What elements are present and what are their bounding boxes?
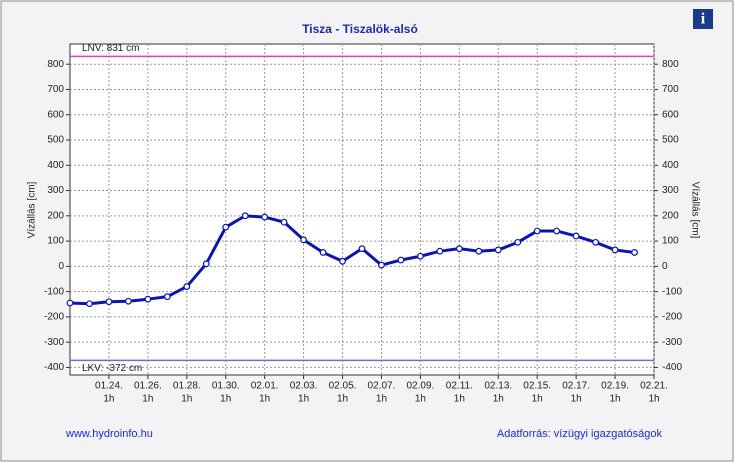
data-point xyxy=(144,295,152,303)
x-tick-sublabel: 1h xyxy=(571,394,582,405)
data-point xyxy=(241,212,249,220)
x-tick-label: 02.03. xyxy=(290,381,318,392)
plot-area xyxy=(69,43,655,376)
data-point xyxy=(611,246,619,254)
y-tick-label: -300 xyxy=(44,337,64,348)
reference-label: LKV: -372 cm xyxy=(82,363,142,374)
y-tick-label: 0 xyxy=(58,261,64,272)
data-point xyxy=(183,283,191,290)
data-point xyxy=(261,213,269,221)
data-point xyxy=(397,256,405,264)
y-tick-label: 500 xyxy=(47,135,64,146)
x-tick-label: 01.24. xyxy=(95,381,123,392)
data-point xyxy=(455,245,463,253)
y2-tick-label: 200 xyxy=(662,210,679,221)
y2-tick-label: 400 xyxy=(662,160,679,171)
x-tick-sublabel: 1h xyxy=(181,394,192,405)
chart-title: Tisza - Tiszalök-alsó xyxy=(302,22,418,36)
x-tick-label: 02.05. xyxy=(329,381,357,392)
x-tick-label: 02.01. xyxy=(251,381,279,392)
data-point xyxy=(475,247,483,255)
data-point xyxy=(592,238,599,246)
data-point xyxy=(300,236,308,244)
y2-tick-label: -300 xyxy=(662,337,682,348)
reference-label: LNV: 831 cm xyxy=(82,43,139,54)
x-tick-label: 01.30. xyxy=(212,381,240,392)
data-point xyxy=(358,245,366,253)
data-point xyxy=(105,298,113,306)
data-point xyxy=(533,227,541,235)
y-tick-label: 600 xyxy=(47,109,64,120)
footer-source: Adatforrás: vízügyi igazgatóságok xyxy=(497,428,663,440)
y2-tick-label: 0 xyxy=(662,261,668,272)
x-tick-sublabel: 1h xyxy=(610,394,621,405)
y2-tick-label: -400 xyxy=(662,362,682,373)
data-point xyxy=(319,249,327,256)
y-axis-label: Vízállás [cm] xyxy=(27,181,38,238)
x-tick-sublabel: 1h xyxy=(337,394,348,405)
info-button[interactable] xyxy=(693,9,713,29)
data-point xyxy=(124,297,132,305)
y2-tick-label: -100 xyxy=(662,286,682,297)
x-tick-label: 02.17. xyxy=(562,381,590,392)
x-tick-label: 02.09. xyxy=(406,381,434,392)
x-tick-label: 02.21. xyxy=(640,381,668,392)
x-tick-label: 02.11. xyxy=(446,381,473,392)
y2-tick-label: -200 xyxy=(662,312,682,323)
y-tick-label: 700 xyxy=(47,84,64,95)
data-point xyxy=(572,232,580,240)
x-tick-sublabel: 1h xyxy=(532,394,543,405)
data-point xyxy=(202,260,210,268)
y2-tick-label: 100 xyxy=(662,236,679,247)
x-tick-sublabel: 1h xyxy=(259,394,270,405)
data-point xyxy=(436,247,444,255)
y-tick-label: -200 xyxy=(44,312,64,323)
y2-tick-label: 300 xyxy=(662,185,679,196)
y-tick-label: 800 xyxy=(47,59,64,70)
data-point xyxy=(417,252,424,260)
x-tick-label: 02.19. xyxy=(601,381,629,392)
data-point xyxy=(86,300,93,308)
data-point xyxy=(514,238,522,246)
footer-link[interactable]: www.hydroinfo.hu xyxy=(65,428,153,440)
x-tick-sublabel: 1h xyxy=(415,394,426,405)
x-tick-sublabel: 1h xyxy=(648,394,659,405)
x-tick-label: 02.15. xyxy=(523,381,551,392)
y2-tick-label: 800 xyxy=(662,59,679,70)
data-point xyxy=(378,261,385,269)
data-point xyxy=(553,227,561,235)
info-icon[interactable]: i xyxy=(701,11,706,28)
x-tick-sublabel: 1h xyxy=(103,394,114,405)
x-tick-sublabel: 1h xyxy=(454,394,465,405)
y2-tick-label: 600 xyxy=(662,109,679,120)
x-tick-label: 01.28. xyxy=(173,381,201,392)
y-tick-label: -400 xyxy=(44,362,64,373)
y-tick-label: -100 xyxy=(44,286,64,297)
x-tick-label: 02.07. xyxy=(368,381,396,392)
x-tick-sublabel: 1h xyxy=(220,394,231,405)
y2-tick-label: 700 xyxy=(662,84,679,95)
x-tick-sublabel: 1h xyxy=(298,394,309,405)
y-tick-label: 100 xyxy=(47,236,64,247)
data-point xyxy=(163,293,171,301)
x-tick-sublabel: 1h xyxy=(376,394,387,405)
x-tick-sublabel: 1h xyxy=(493,394,504,405)
y-tick-label: 200 xyxy=(47,210,64,221)
data-point xyxy=(339,257,346,265)
data-point xyxy=(222,223,230,231)
y2-axis-label: Vízállás [cm] xyxy=(689,182,700,239)
x-tick-label: 01.26. xyxy=(134,381,162,392)
data-point xyxy=(494,246,502,254)
data-point xyxy=(631,249,638,256)
x-tick-label: 02.13. xyxy=(484,381,512,392)
data-point xyxy=(280,218,288,226)
data-point xyxy=(66,299,74,307)
x-tick-sublabel: 1h xyxy=(142,394,153,405)
y-tick-label: 400 xyxy=(47,160,64,171)
y-tick-label: 300 xyxy=(47,185,64,196)
y2-tick-label: 500 xyxy=(662,135,679,146)
